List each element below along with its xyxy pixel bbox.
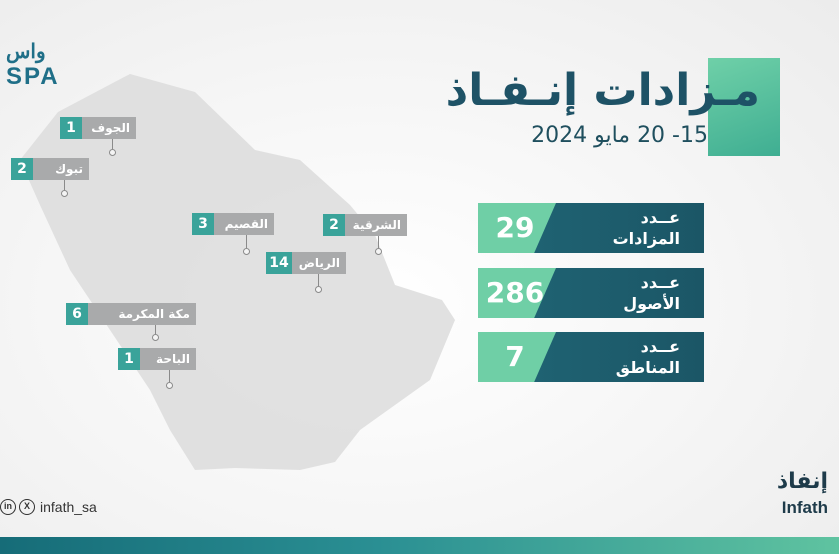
region-name: الرياض	[292, 252, 346, 274]
region-al-baha: 1 الباحة	[118, 348, 196, 370]
region-stem	[112, 139, 113, 149]
region-dot	[166, 382, 173, 389]
region-count: 2	[323, 214, 345, 236]
stat-label-bg	[534, 268, 704, 318]
stat-label-line1: عــدد	[640, 273, 680, 292]
x-icon[interactable]: X	[19, 499, 35, 515]
title-accent-block	[708, 58, 780, 156]
region-count: 1	[118, 348, 140, 370]
stat-label: عــدد المناطق	[570, 336, 680, 378]
social-links: in X infath_sa	[0, 498, 130, 516]
stat-label: عــدد المزادات	[570, 207, 680, 249]
infath-logo-english: Infath	[781, 498, 828, 517]
region-name: القصيم	[214, 213, 274, 235]
stat-regions: 7 عــدد المناطق	[478, 332, 704, 382]
region-tabuk: 2 تبوك	[11, 158, 89, 180]
region-makkah: 6 مكة المكرمة	[66, 303, 196, 325]
region-stem	[246, 235, 247, 248]
spa-logo-text: SPA	[6, 63, 60, 90]
region-name: مكة المكرمة	[88, 303, 196, 325]
region-dot	[375, 248, 382, 255]
region-stem	[155, 325, 156, 334]
region-dot	[315, 286, 322, 293]
region-qassim: 3 القصيم	[192, 213, 274, 235]
region-stem	[378, 236, 379, 248]
stat-label-line2: المناطق	[615, 358, 680, 377]
stat-label-line2: المزادات	[612, 229, 680, 248]
linkedin-icon[interactable]: in	[0, 499, 16, 515]
stat-label-bg	[534, 332, 704, 382]
region-name: الشرقية	[345, 214, 407, 236]
region-count: 1	[60, 117, 82, 139]
region-stem	[169, 370, 170, 382]
region-count: 3	[192, 213, 214, 235]
region-name: تبوك	[33, 158, 89, 180]
region-dot	[61, 190, 68, 197]
stat-value: 7	[505, 340, 525, 373]
region-riyadh: 14 الرياض	[266, 252, 346, 274]
stat-label-line1: عــدد	[640, 337, 680, 356]
stat-value: 286	[485, 276, 545, 309]
stat-label: عــدد الأصول	[570, 272, 680, 314]
region-count: 2	[11, 158, 33, 180]
stat-auctions: 29 عــدد المزادات	[478, 203, 704, 253]
region-eastern: 2 الشرقية	[323, 214, 407, 236]
spa-logo-arabic: واس	[6, 39, 46, 63]
stat-label-line1: عــدد	[640, 208, 680, 227]
infath-logo-arabic: إنفاذ	[776, 469, 828, 494]
stat-label-bg	[534, 203, 704, 253]
stat-value: 29	[495, 211, 535, 244]
region-al-jawf: 1 الجوف	[60, 117, 136, 139]
social-handle[interactable]: infath_sa	[40, 499, 97, 515]
region-stem	[64, 180, 65, 190]
date-range: 15- 20 مايو 2024	[531, 123, 708, 148]
region-count: 6	[66, 303, 88, 325]
region-count: 14	[266, 252, 292, 274]
title-card: مـزادات إنـفـاذ 15- 20 مايو 2024	[440, 58, 780, 158]
region-dot	[152, 334, 159, 341]
region-stem	[318, 274, 319, 286]
region-name: الباحة	[140, 348, 196, 370]
page-title: مـزادات إنـفـاذ	[445, 65, 760, 116]
stat-assets: 286 عــدد الأصول	[478, 268, 704, 318]
map-shape	[20, 74, 455, 470]
stat-label-line2: الأصول	[623, 294, 680, 313]
region-name: الجوف	[82, 117, 136, 139]
saudi-map	[20, 74, 455, 470]
bottom-gradient-bar	[0, 537, 839, 554]
infath-logo: إنفاذ Infath	[758, 468, 828, 520]
spa-logo: واس SPA	[6, 40, 82, 92]
region-dot	[243, 248, 250, 255]
region-dot	[109, 149, 116, 156]
